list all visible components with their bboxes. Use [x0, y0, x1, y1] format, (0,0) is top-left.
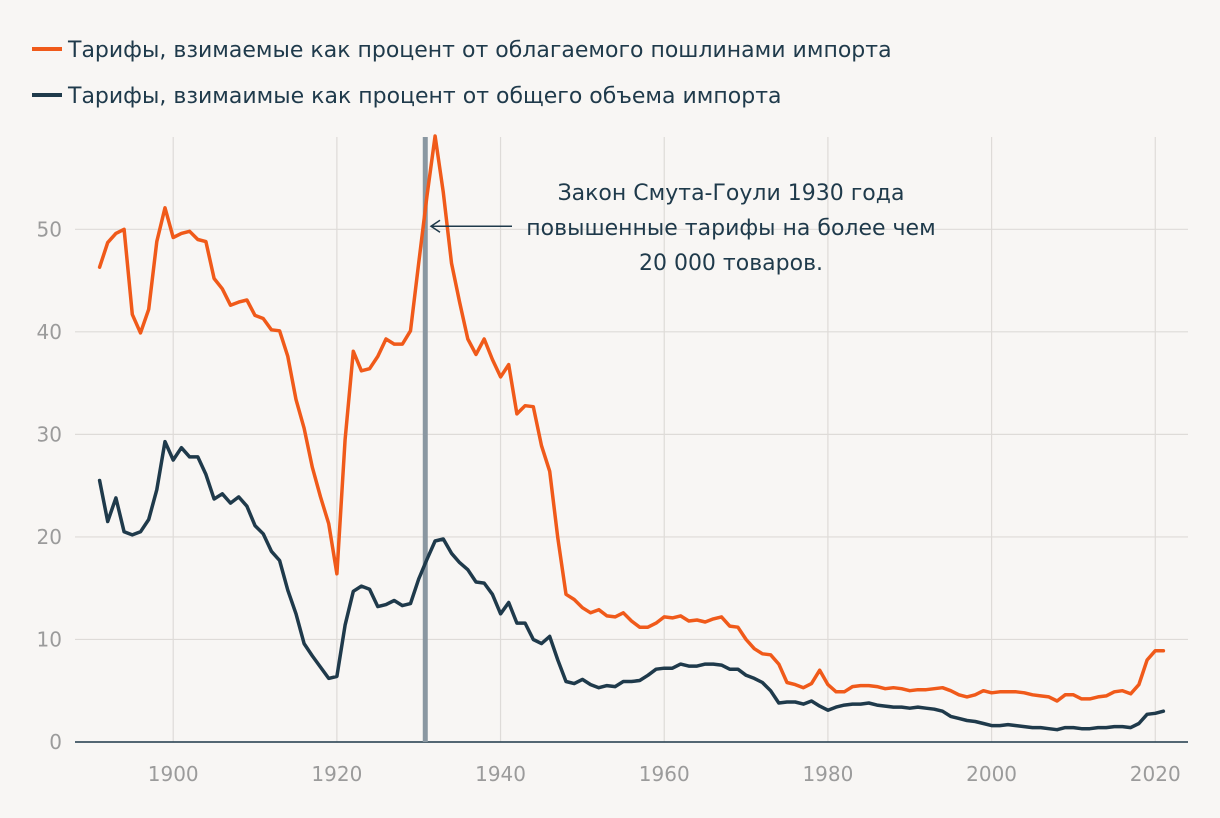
x-tick-label-2000: 2000	[966, 762, 1017, 786]
axes: 1900 1920 1940 1960 1980 2000 2020 0 10 20 30 40 50	[37, 217, 1188, 786]
annotation: Закон Смута-Гоули 1930 года повышенные та…	[429, 181, 936, 276]
x-tick-label-1940: 1940	[475, 762, 526, 786]
legend-label-total: Тарифы, взимаимые как процент от общего …	[67, 84, 782, 109]
y-tick-label-10: 10	[37, 627, 62, 651]
annotation-arrow-head	[429, 219, 441, 233]
y-tick-label-30: 30	[37, 422, 62, 446]
series-layer	[97, 134, 1166, 732]
legend-label-dutiable: Тарифы, взимаемые как процент от облагае…	[67, 38, 892, 63]
y-tick-label-20: 20	[37, 525, 62, 549]
x-tick-label-1920: 1920	[311, 762, 362, 786]
y-tick-label-0: 0	[49, 730, 62, 754]
y-tick-label-50: 50	[37, 217, 62, 241]
annotation-text-line-3: 20 000 товаров.	[639, 251, 823, 276]
series-line-total	[97, 439, 1166, 732]
x-tick-label-1960: 1960	[639, 762, 690, 786]
y-tick-label-40: 40	[37, 320, 62, 344]
x-tick-label-1900: 1900	[148, 762, 199, 786]
x-tick-label-2020: 2020	[1130, 762, 1181, 786]
annotation-text-line-1: Закон Смута-Гоули 1930 года	[558, 181, 905, 206]
series-line-dutiable	[97, 134, 1166, 703]
legend: Тарифы, взимаемые как процент от облагае…	[32, 38, 892, 109]
x-tick-label-1980: 1980	[802, 762, 853, 786]
annotation-text-line-2: повышенные тарифы на более чем	[526, 216, 935, 241]
